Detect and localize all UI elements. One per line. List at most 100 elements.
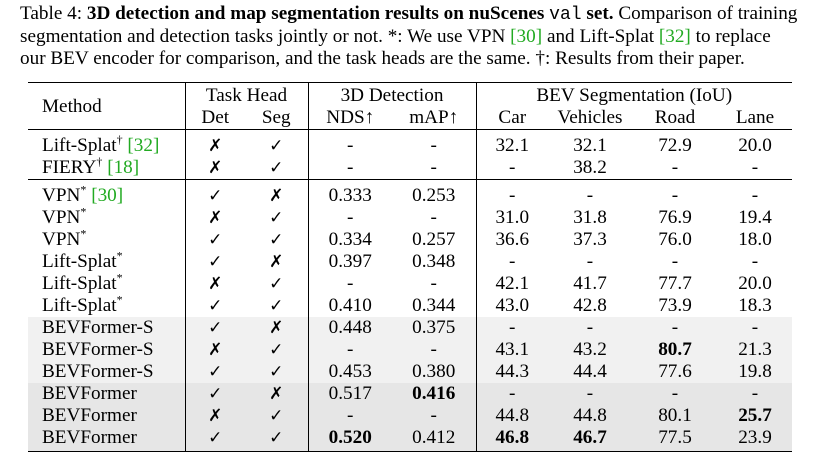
- table-cell: 0.380: [392, 361, 477, 383]
- method-name: VPN: [42, 207, 81, 228]
- cell-value: 18.0: [738, 229, 772, 250]
- table-cell: 31.8: [548, 207, 632, 229]
- table-cell: 42.1: [476, 273, 548, 295]
- table-cell: 73.9: [632, 295, 718, 317]
- check-mark: ✓: [269, 208, 284, 228]
- method-mark: *: [80, 182, 87, 197]
- table-cell: ✓: [185, 361, 245, 383]
- table-cell: 20.0: [718, 273, 792, 295]
- cell-value: 0.397: [328, 251, 372, 272]
- table-cell: 76.0: [632, 229, 718, 251]
- table-cell: 43.2: [548, 339, 632, 361]
- check-mark: ✓: [269, 340, 284, 360]
- check-mark: ✗: [208, 158, 223, 178]
- cell-value: -: [347, 339, 354, 360]
- table-cell: -: [718, 383, 792, 405]
- table-cell: -: [476, 383, 548, 405]
- cell-value: 0.375: [412, 317, 456, 338]
- table-cell: 0.520: [308, 427, 392, 452]
- results-table: Method Task Head 3D Detection BEV Segmen…: [28, 82, 792, 452]
- method-name: VPN: [42, 229, 81, 250]
- cell-value: -: [751, 383, 759, 404]
- citation: [32]: [658, 26, 691, 47]
- cell-value: 38.2: [573, 157, 607, 178]
- header-cell: 3D Detection: [308, 82, 477, 107]
- row-group: BEVFormer ✓ ✗ 0.517 0.416- - - - BEVFormer ✗ ✓ - -44…: [28, 383, 792, 452]
- method-cell: VPN* [30]: [28, 179, 186, 207]
- cell-value: -: [751, 251, 759, 272]
- cell-value: 20.0: [738, 273, 772, 294]
- cell-value: 44.8: [495, 405, 530, 426]
- method-name: Lift-Splat: [42, 135, 117, 156]
- table-cell: -: [548, 317, 632, 339]
- cell-value: -: [509, 383, 516, 404]
- table-cell: ✗: [245, 383, 309, 405]
- table-cell: ✓: [245, 157, 309, 180]
- check-mark: ✓: [208, 318, 223, 338]
- caption-text: Comparison of training: [613, 3, 798, 24]
- table-cell: 72.9: [632, 130, 718, 158]
- cell-value: 0.257: [412, 229, 456, 250]
- table-cell: 0.412: [392, 427, 477, 452]
- cell-value: 0.517: [328, 383, 372, 404]
- cell-value: -: [347, 207, 354, 228]
- cell-value: 77.6: [658, 361, 692, 382]
- check-mark: ✓: [208, 384, 223, 404]
- table-cell: 0.257: [392, 229, 477, 251]
- check-mark: ✓: [208, 362, 223, 382]
- table-cell: 0.517: [308, 383, 392, 405]
- cell-value: 0.416: [412, 383, 456, 404]
- table-cell: ✓: [185, 317, 245, 339]
- table-cell: ✗: [245, 317, 309, 339]
- method-cell: Lift-Splat*: [28, 294, 186, 317]
- citation: [18]: [107, 157, 140, 178]
- table-cell: 18.3: [718, 295, 792, 317]
- cell-value: -: [586, 185, 594, 206]
- caption-code: val: [549, 5, 582, 25]
- caption-text: segmentation and detection tasks jointly…: [20, 26, 511, 47]
- table-cell: 31.0: [476, 207, 548, 229]
- table-cell: 44.4: [548, 361, 632, 383]
- table-cell: 0.344: [392, 295, 477, 317]
- table-cell: 23.9: [718, 427, 792, 452]
- cell-value: 0.380: [412, 361, 456, 382]
- table-cell: -: [632, 157, 718, 180]
- table-cell: -: [392, 273, 477, 295]
- cell-value: 77.7: [658, 273, 692, 294]
- cell-value: 0.348: [412, 251, 456, 272]
- cell-value: 73.9: [658, 295, 692, 316]
- header-cell: Method: [28, 82, 186, 130]
- table-cell: 46.7: [548, 427, 632, 452]
- cell-value: 46.7: [573, 427, 607, 448]
- method-cell: VPN*: [28, 206, 186, 229]
- method-name: BEVFormer-S: [42, 317, 154, 338]
- table-cell: -: [308, 273, 392, 295]
- check-mark: ✓: [208, 296, 223, 316]
- table-cell: 25.7: [718, 405, 792, 427]
- cell-value: 44.4: [573, 361, 607, 382]
- column-header: Det: [201, 107, 230, 128]
- method-name: Lift-Splat: [42, 273, 117, 294]
- table-cell: 0.448: [308, 317, 392, 339]
- column-header: NDS↑: [326, 107, 375, 128]
- column-header: Road: [654, 107, 696, 128]
- table-cell: 44.8: [476, 405, 548, 427]
- table-cell: -: [548, 251, 632, 273]
- table-row: Lift-Splat† [32] ✗ ✓ - - 32.1 32.1 72.9 20.0: [28, 129, 792, 158]
- table-cell: ✓: [185, 229, 245, 251]
- table-cell: -: [476, 180, 548, 208]
- cell-value: 0.453: [328, 361, 372, 382]
- cell-value: 76.9: [658, 207, 692, 228]
- check-mark: ✓: [269, 230, 284, 250]
- method-cell: BEVFormer: [28, 427, 186, 452]
- table-cell: 41.7: [548, 273, 632, 295]
- table-cell: -: [632, 383, 718, 405]
- table-cell: 76.9: [632, 207, 718, 229]
- table-row: Lift-Splat* ✗ ✓ - - 42.1 41.7 77.7 20.0: [28, 272, 792, 295]
- caption-text: to replace: [690, 26, 771, 47]
- cell-value: -: [671, 157, 679, 178]
- cell-value: 42.1: [495, 273, 530, 294]
- citation: [30]: [510, 26, 543, 47]
- table-cell: -: [718, 251, 792, 273]
- table-cell: 43.1: [476, 339, 548, 361]
